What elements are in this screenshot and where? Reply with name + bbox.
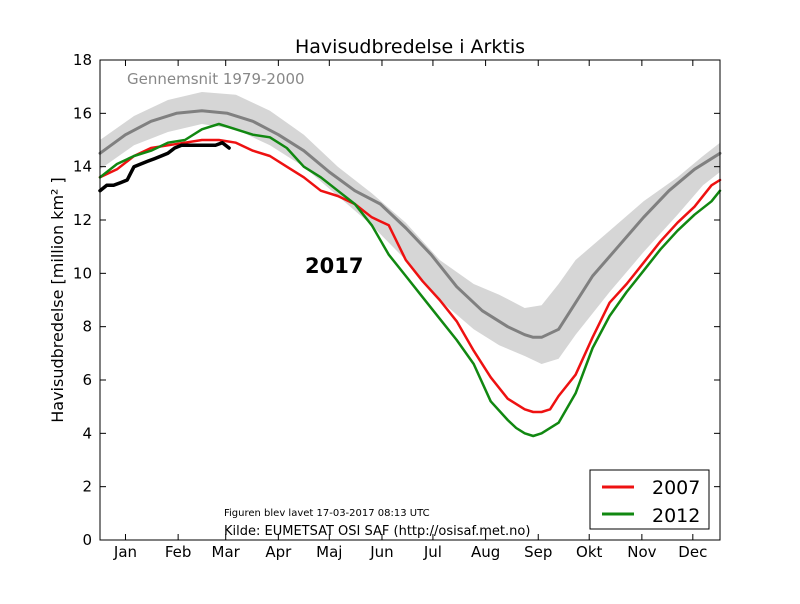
x-tick-label: Apr	[265, 543, 292, 561]
axis-layer: 0 2 4 6 8 10 12 14 16 18 Jan Feb Mar Apr Maj Jun Jul Aug S…	[73, 51, 720, 561]
y-tick-label: 14	[73, 158, 92, 176]
series-line-2017	[98, 140, 231, 193]
x-tick-label: Sep	[524, 543, 552, 561]
y-tick-label: 4	[82, 424, 92, 442]
x-tick-label: Mar	[212, 543, 241, 561]
y-tick-label: 16	[73, 104, 92, 122]
source-note: Kilde: EUMETSAT OSI SAF (http://osisaf.m…	[224, 524, 530, 539]
chart-title: Havisudbredelse i Arktis	[295, 36, 525, 58]
series-layer	[98, 109, 722, 438]
y-tick-label: 2	[82, 478, 92, 496]
series-line-2012	[98, 122, 722, 438]
band-label: Gennemsnit 1979-2000	[127, 70, 305, 88]
plot-frame	[99, 59, 721, 541]
legend-box	[589, 469, 710, 530]
year-label: 2017	[305, 254, 363, 278]
average-band	[100, 92, 720, 364]
y-tick-label: 12	[73, 211, 92, 229]
legend-label-2012: 2012	[652, 505, 700, 527]
y-axis-label: Havisudbredelse [million km² ]	[48, 177, 67, 423]
x-tick-label: Jul	[423, 543, 442, 561]
x-tick-label: Dec	[678, 543, 707, 561]
y-tick-label: 8	[82, 318, 92, 336]
x-tick-label: Okt	[576, 543, 602, 561]
x-tick-label: Nov	[627, 543, 656, 561]
x-tick-label: Jan	[113, 543, 137, 561]
created-note: Figuren blev lavet 17-03-2017 08:13 UTC	[224, 508, 430, 519]
x-tick-label: Feb	[165, 543, 192, 561]
average-band-layer	[100, 92, 720, 364]
x-tick-label: Maj	[316, 543, 342, 561]
y-tick-label: 0	[82, 531, 92, 549]
y-tick-label: 18	[73, 51, 92, 69]
x-tick-label: Aug	[471, 543, 500, 561]
legend: 2007 2012	[589, 469, 710, 530]
series-line-average	[98, 109, 722, 339]
legend-label-2007: 2007	[652, 477, 700, 499]
series-line-2007	[98, 138, 722, 414]
y-tick-label: 10	[73, 264, 92, 282]
y-tick-label: 6	[82, 371, 92, 389]
x-tick-label: Jun	[369, 543, 393, 561]
